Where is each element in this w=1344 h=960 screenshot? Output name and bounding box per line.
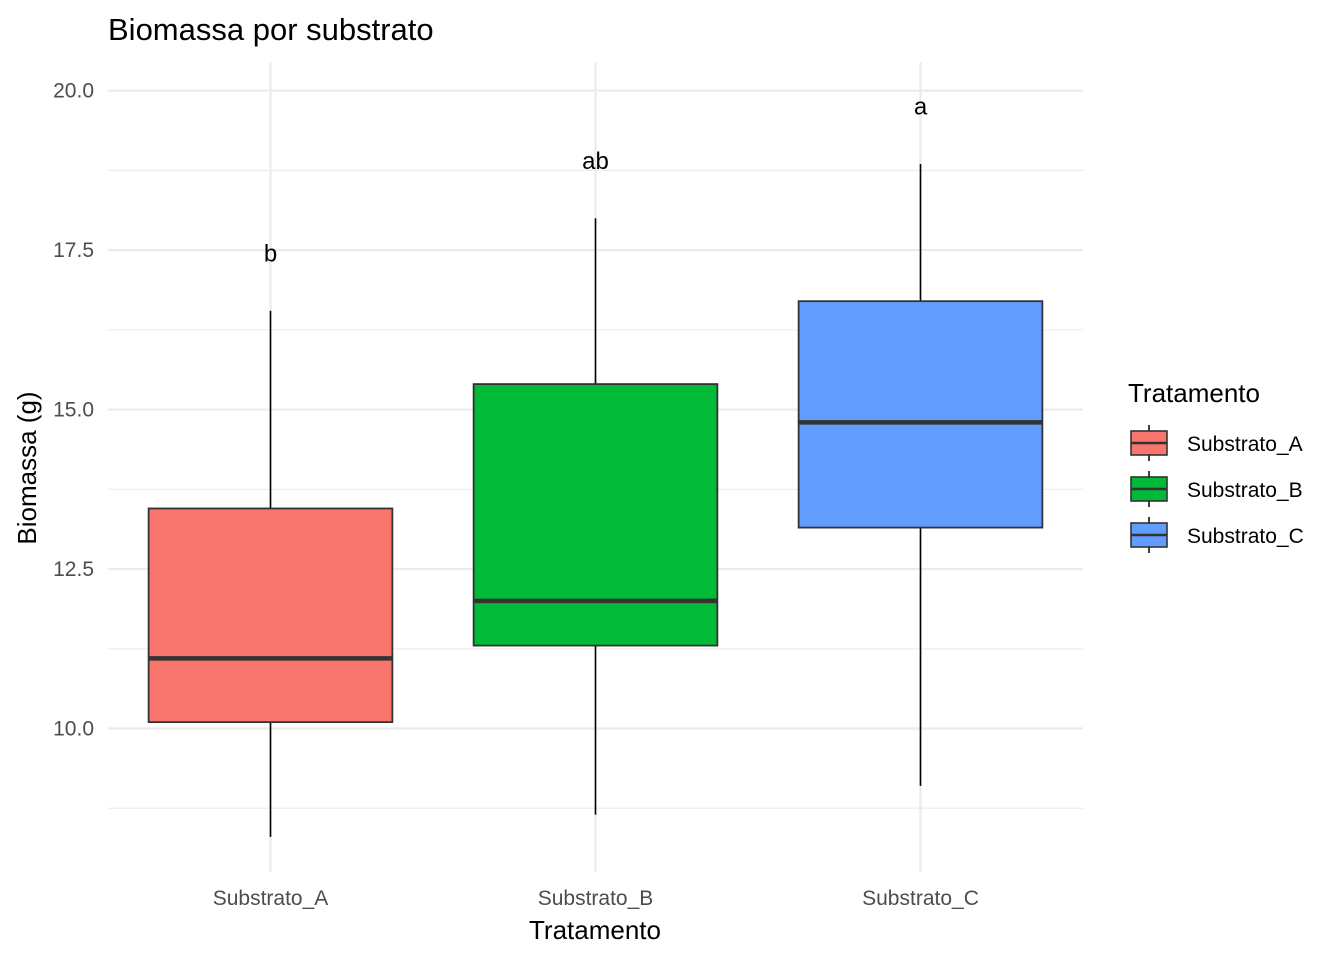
x-tick-label: Substrato_A [213,887,329,910]
y-axis-ticks: 10.0 12.5 15.0 17.5 20.0 [53,80,94,741]
y-tick-label: 20.0 [53,80,94,103]
y-tick-label: 10.0 [53,717,94,740]
chart-title: Biomassa por substrato [108,12,434,47]
y-tick-label: 12.5 [53,558,94,581]
box-substrato-c: a [797,94,1044,786]
y-tick-label: 17.5 [53,239,94,262]
x-axis-ticks: Substrato_A Substrato_B Substrato_C [213,887,979,910]
boxes: b ab a [147,94,1044,837]
x-axis-title: Tratamento [529,915,661,945]
group-letter-label: a [914,94,928,121]
legend-item: Substrato_A [1130,425,1303,461]
y-axis-title: Biomassa (g) [12,391,42,544]
box-substrato-b: ab [472,148,719,815]
x-tick-label: Substrato_B [538,887,654,910]
box-substrato-a: b [147,240,394,837]
legend: Tratamento Substrato_A Substrato_B Substra… [1128,378,1304,553]
legend-label: Substrato_B [1187,479,1303,502]
legend-item: Substrato_C [1130,517,1304,553]
x-tick-label: Substrato_C [862,887,979,910]
legend-label: Substrato_C [1187,525,1304,548]
legend-item: Substrato_B [1130,471,1303,507]
group-letter-label: ab [582,148,609,175]
legend-title: Tratamento [1128,378,1260,408]
y-tick-label: 15.0 [53,399,94,422]
box-iqr [472,383,719,647]
box-iqr [147,507,394,724]
legend-label: Substrato_A [1187,433,1303,456]
box-iqr [797,300,1044,529]
group-letter-label: b [264,240,277,267]
